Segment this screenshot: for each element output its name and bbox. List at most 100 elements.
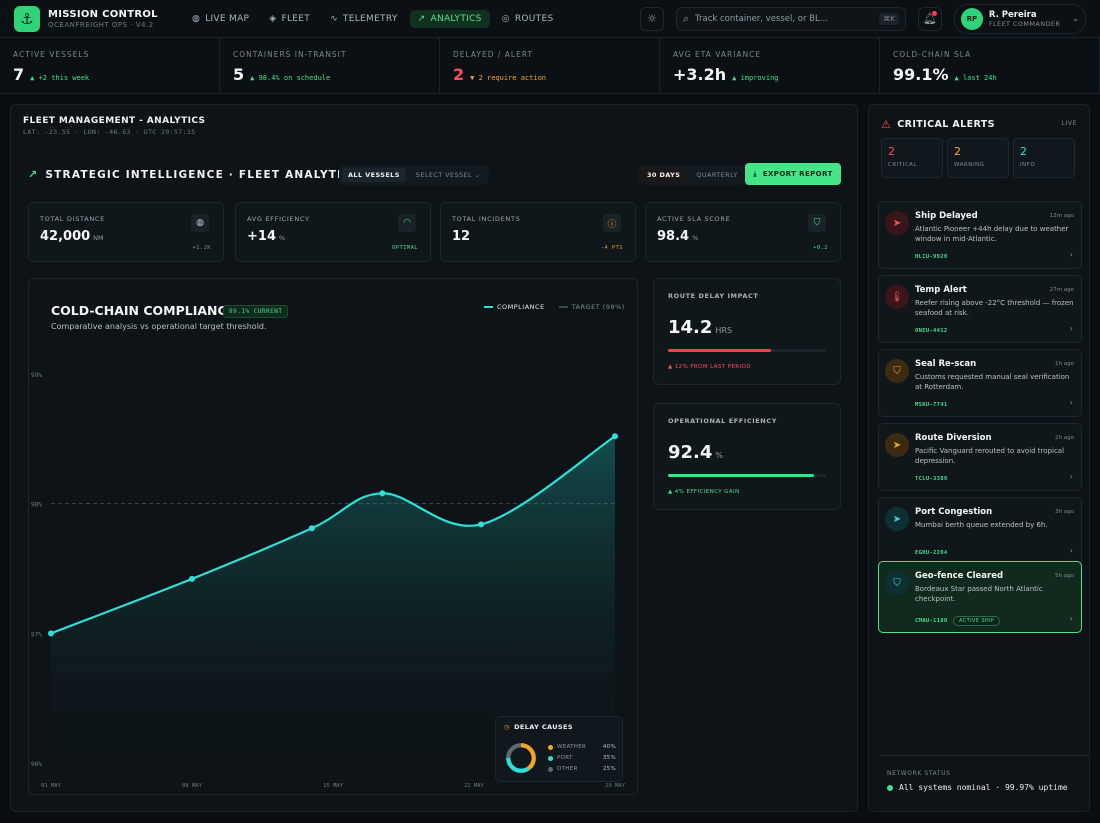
stat-unit: % — [692, 234, 699, 242]
alert-title: Temp Alert — [915, 285, 967, 295]
shield-icon: ⛉ — [808, 214, 826, 232]
nav-live-map[interactable]: ◍ LIVE MAP — [184, 10, 257, 28]
avatar: RP — [960, 7, 983, 30]
alert-container-code[interactable]: ONEU-4412 — [915, 328, 948, 334]
anchor-icon: ⚓ — [14, 5, 40, 32]
metric-footnote: ▲ 12% FROM LAST PERIOD — [668, 364, 751, 370]
kpi-delta: ▲ improving — [732, 74, 779, 82]
data-point — [308, 525, 315, 532]
donut-slice — [506, 743, 536, 773]
network-status: NETWORK STATUS All systems nominal · 99.… — [879, 755, 1089, 800]
alert-card-selected[interactable]: ⛉ Geo-fence Cleared 5h ago Bordeaux Star… — [878, 561, 1082, 633]
analytics-panel: FLEET MANAGEMENT - ANALYTICS LAT: -23.55… — [10, 104, 858, 812]
select-vessel-label: SELECT VESSEL — [415, 171, 473, 179]
nav-telemetry[interactable]: ∿ TELEMETRY — [322, 10, 406, 28]
search-box[interactable]: ⌕ ⌘K — [675, 6, 906, 31]
legend-swatch — [484, 306, 493, 308]
alert-card[interactable]: ➤ Port Congestion 3h ago Mumbai berth qu… — [878, 497, 1082, 565]
status-badge: ACTIVE SHIP — [953, 616, 1001, 626]
theme-toggle-button[interactable]: ☼ — [639, 6, 664, 31]
brand-subtitle: OCEANFREIGHT OPS · V4.2 — [48, 20, 154, 29]
tab-quarterly[interactable]: QUARTERLY — [696, 171, 738, 179]
efficiency-bar-fill — [668, 474, 814, 477]
kpi-cold-chain: COLD-CHAIN SLA 99.1% ▲ last 24h — [880, 38, 1100, 93]
cause-pct: 35% — [602, 755, 616, 761]
send-icon: ➤ — [885, 211, 909, 235]
legend-target[interactable]: TARGET (98%) — [558, 303, 625, 311]
route-delay-bar — [668, 349, 826, 352]
alert-description: Mumbai berth queue extended by 6h. — [915, 521, 1048, 529]
chevron-right-icon: › — [1069, 546, 1073, 555]
section-title-text: STRATEGIC INTELLIGENCE · FLEET ANALYTICS — [45, 168, 361, 181]
nav-routes[interactable]: ◎ ROUTES — [494, 10, 562, 28]
stat-label: AVG EFFICIENCY — [247, 215, 310, 223]
alert-container-code[interactable]: TCLU-3389 — [915, 476, 948, 482]
cause-pct: 40% — [602, 744, 616, 750]
alert-time: 12m ago — [1049, 213, 1074, 219]
alert-description: Atlantic Pioneer +44h delay due to weath… — [915, 225, 1069, 243]
select-vessel-dropdown[interactable]: SELECT VESSEL ⌄ — [410, 168, 487, 182]
count-label: INFO — [1020, 162, 1036, 168]
count-critical[interactable]: 2 CRITICAL — [881, 138, 943, 178]
alert-container-code[interactable]: HLCU-9920 — [915, 254, 948, 260]
nav-fleet[interactable]: ◈ FLEET — [261, 10, 318, 28]
layers-icon: ◈ — [269, 13, 277, 24]
alert-card[interactable]: 🌡︎ Temp Alert 27m ago Reefer rising abov… — [878, 275, 1082, 343]
count-info[interactable]: 2 INFO — [1013, 138, 1075, 178]
stat-unit: NM — [93, 234, 104, 242]
user-menu[interactable]: RP R. Pereira FLEET COMMANDER ⌄ — [953, 3, 1086, 34]
alert-description: Reefer rising above -22°C threshold — fr… — [915, 299, 1074, 317]
y-tick-label: 99% — [31, 372, 42, 379]
nav-label: FLEET — [281, 13, 311, 24]
alert-container-code[interactable]: MSKU-7741 — [915, 402, 948, 408]
delay-causes-widget: ◷ DELAY CAUSES WEATHER 40% PORT 35% OTHER 25… — [495, 716, 623, 782]
chevron-down-icon: ⌄ — [1072, 14, 1079, 23]
y-tick-label: 96% — [31, 761, 42, 768]
notifications-button[interactable]: 🔔︎ — [917, 6, 942, 31]
tab-30-days[interactable]: 30 DAYS — [641, 168, 687, 182]
alert-description: Pacific Vanguard rerouted to avoid tropi… — [915, 447, 1065, 465]
metric-label: OPERATIONAL EFFICIENCY — [668, 417, 777, 425]
chevron-right-icon: › — [1069, 398, 1073, 407]
alert-card[interactable]: ➤ Route Diversion 2h ago Pacific Vanguar… — [878, 423, 1082, 491]
legend-label: TARGET (98%) — [571, 303, 625, 311]
stat-value: 98.4 — [657, 229, 690, 244]
search-input[interactable] — [695, 13, 874, 24]
count-value: 2 — [1020, 145, 1027, 158]
count-warning[interactable]: 2 WARNING — [947, 138, 1009, 178]
metric-label: ROUTE DELAY IMPACT — [668, 292, 759, 300]
stat-label: TOTAL INCIDENTS — [452, 215, 521, 223]
shield-check-icon: ⛉ — [885, 571, 909, 595]
compliance-line — [50, 435, 616, 635]
trending-up-icon: ↗ — [417, 13, 426, 24]
export-report-button[interactable]: ⤓ EXPORT REPORT — [745, 163, 841, 185]
cause-pct: 25% — [602, 766, 616, 772]
alert-time: 5h ago — [1055, 573, 1074, 579]
user-name: R. Pereira — [988, 9, 1037, 20]
alert-card[interactable]: ⛉ Seal Re-scan 1h ago Customs requested … — [878, 349, 1082, 417]
kpi-value: +3.2h — [673, 65, 727, 84]
stat-sla-score: ACTIVE SLA SCORE 98.4% ⛉ +0.2 — [645, 202, 841, 262]
kpi-value: 99.1% — [893, 65, 949, 84]
alert-container-code[interactable]: EGHU-2204 — [915, 550, 948, 556]
section-title: ↗ STRATEGIC INTELLIGENCE · FLEET ANALYTI… — [28, 168, 360, 181]
alert-card[interactable]: ➤ Ship Delayed 12m ago Atlantic Pioneer … — [878, 201, 1082, 269]
stat-delta: -4 PTS — [600, 245, 623, 251]
data-point — [612, 433, 618, 440]
send-icon: ➤ — [885, 507, 909, 531]
alert-time: 1h ago — [1055, 361, 1074, 367]
critical-alerts-panel: ⚠ CRITICAL ALERTS LIVE 2 CRITICAL 2 WARNING… — [868, 104, 1090, 812]
alert-container-code[interactable]: CMAU-1180 — [915, 618, 948, 624]
alert-counts: 2 CRITICAL 2 WARNING 2 INFO — [881, 138, 1075, 178]
brand[interactable]: ⚓ MISSION CONTROL OCEANFREIGHT OPS · V4.… — [14, 5, 184, 32]
compliance-area — [51, 436, 615, 763]
metric-unit: % — [715, 451, 724, 460]
nav-label: ROUTES — [514, 13, 554, 24]
legend-compliance[interactable]: COMPLIANCE — [484, 303, 545, 311]
stat-value: 42,000 — [40, 229, 91, 244]
nav-analytics[interactable]: ↗ ANALYTICS — [409, 9, 490, 28]
warning-triangle-icon: ⚠ — [881, 118, 892, 131]
tab-all-vessels[interactable]: ALL VESSELS — [342, 168, 406, 182]
kpi-label: DELAYED / ALERT — [453, 50, 534, 59]
